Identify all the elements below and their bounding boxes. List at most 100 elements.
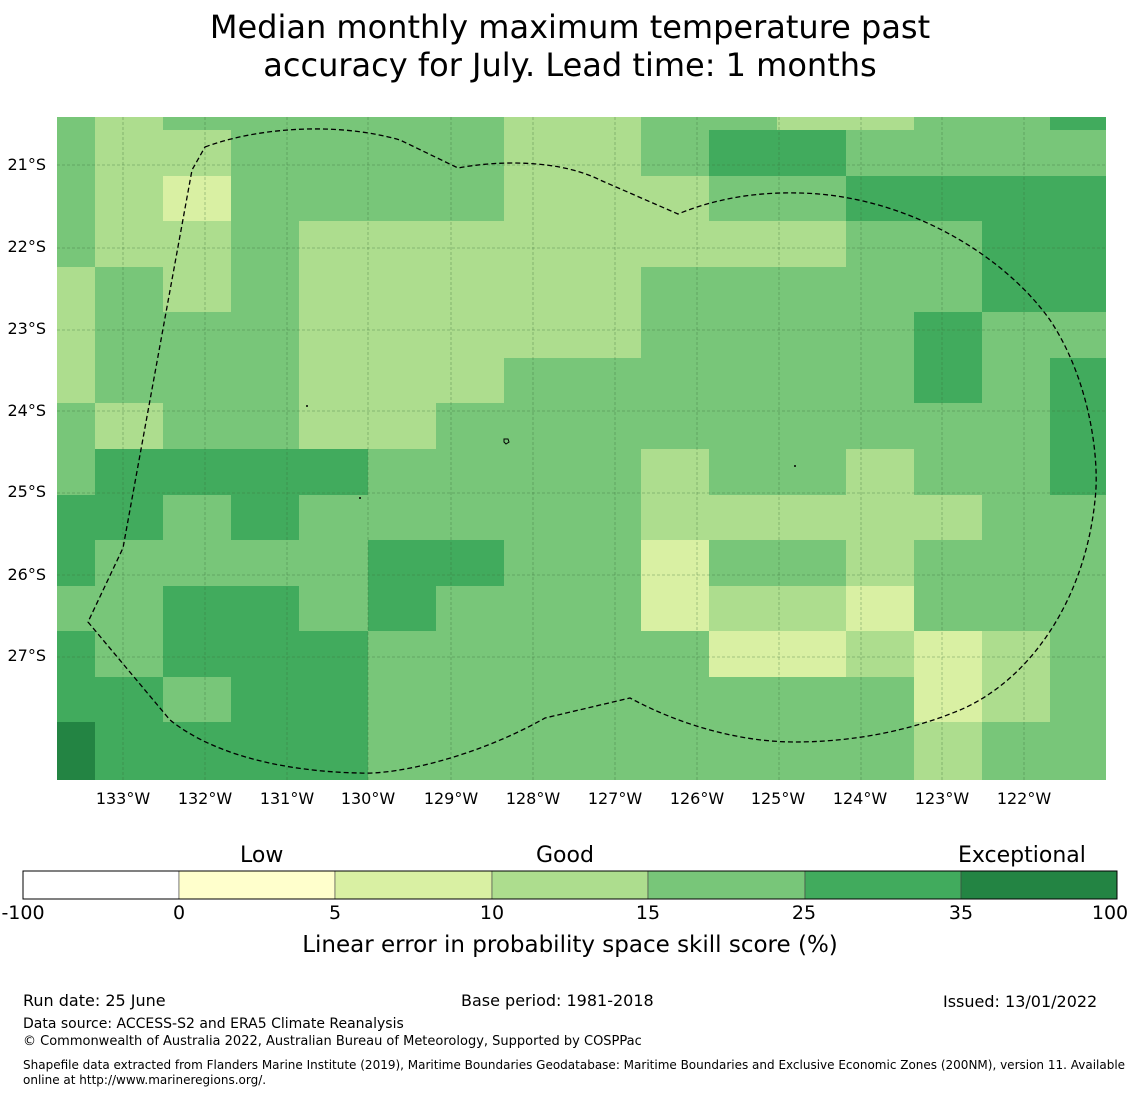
skill-cell	[914, 540, 982, 586]
data-source: Data source: ACCESS-S2 and ERA5 Climate …	[23, 1016, 404, 1032]
skill-cell	[709, 677, 777, 722]
skill-cell	[163, 449, 231, 495]
skill-cell	[368, 267, 436, 312]
colorbar-tick-label: 35	[948, 902, 974, 924]
skill-cell	[914, 221, 982, 267]
lon-tick-label: 133°W	[95, 789, 151, 808]
skill-cell	[57, 449, 95, 495]
skill-cell	[57, 495, 95, 540]
skill-cell	[1050, 117, 1106, 130]
skill-cell	[1050, 495, 1106, 540]
skill-cell	[709, 130, 777, 176]
skill-cell	[299, 312, 368, 358]
skill-cell	[95, 117, 163, 130]
skill-cell	[573, 677, 641, 722]
skill-cell	[368, 449, 436, 495]
lon-tick-label: 129°W	[423, 789, 479, 808]
skill-cell	[573, 176, 641, 221]
skill-cell	[299, 540, 368, 586]
skill-cell	[504, 722, 573, 780]
skill-cell	[1050, 586, 1106, 631]
title-line-1: Median monthly maximum temperature past	[209, 8, 931, 46]
skill-cell	[982, 176, 1050, 221]
skill-cell	[57, 358, 95, 403]
skill-cell	[57, 403, 95, 449]
skill-cell	[299, 176, 368, 221]
skill-cell	[1050, 267, 1106, 312]
skill-cell	[777, 495, 846, 540]
eez-boundary	[87, 128, 1097, 774]
skill-cell	[299, 221, 368, 267]
skill-cell	[368, 176, 436, 221]
skill-cell	[368, 722, 436, 780]
skill-cell	[1050, 631, 1106, 677]
lat-tick-label: 21°S	[7, 155, 46, 174]
lon-tick-label: 128°W	[505, 789, 561, 808]
lat-tick-label: 22°S	[7, 237, 46, 256]
skill-cell	[368, 677, 436, 722]
skill-cell	[914, 631, 982, 677]
skill-cell	[846, 176, 914, 221]
skill-cell	[57, 677, 95, 722]
skill-cell	[368, 403, 436, 449]
skill-cell	[846, 403, 914, 449]
skill-cell	[846, 117, 914, 130]
shapefile-credit-line-2: online at http://www.marineregions.org/.	[23, 1073, 267, 1087]
skill-cell	[573, 403, 641, 449]
skill-cell	[163, 540, 231, 586]
skill-cell	[504, 221, 573, 267]
lat-tick-label: 24°S	[7, 401, 46, 420]
lat-tick-label: 26°S	[7, 565, 46, 584]
skill-cell	[573, 312, 641, 358]
skill-cell	[1050, 312, 1106, 358]
skill-cell	[982, 722, 1050, 780]
skill-cell	[914, 267, 982, 312]
skill-cell	[436, 631, 504, 677]
skill-cell	[914, 130, 982, 176]
skill-cell	[163, 176, 231, 221]
skill-cell	[299, 495, 368, 540]
skill-cell	[709, 449, 777, 495]
skill-cell	[777, 722, 846, 780]
skill-cell	[163, 221, 231, 267]
skill-cell	[163, 130, 231, 176]
island-dot-1	[306, 405, 308, 407]
skill-cell	[982, 117, 1050, 130]
skill-cell	[504, 267, 573, 312]
skill-cell	[299, 631, 368, 677]
skill-cell	[982, 586, 1050, 631]
skill-cell	[57, 130, 95, 176]
skill-cell	[95, 130, 163, 176]
skill-cell	[982, 403, 1050, 449]
skill-cell	[163, 358, 231, 403]
skill-cell	[846, 267, 914, 312]
skill-cell	[231, 117, 299, 130]
skill-cell	[641, 176, 709, 221]
skill-cell	[95, 358, 163, 403]
skill-cell	[641, 403, 709, 449]
skill-cell	[777, 176, 846, 221]
skill-cell	[231, 540, 299, 586]
skill-cell	[299, 130, 368, 176]
run-date: Run date: 25 June	[23, 991, 166, 1010]
skill-cell	[504, 312, 573, 358]
skill-cell	[777, 540, 846, 586]
skill-cell	[504, 130, 573, 176]
skill-cell	[231, 221, 299, 267]
skill-cell	[709, 586, 777, 631]
skill-cell	[709, 267, 777, 312]
skill-cell	[641, 722, 709, 780]
skill-cell	[95, 267, 163, 312]
skill-cell	[504, 677, 573, 722]
skill-cell	[641, 267, 709, 312]
skill-cell	[777, 677, 846, 722]
lat-tick-label: 27°S	[7, 646, 46, 665]
skill-cell	[95, 540, 163, 586]
skill-cell	[504, 495, 573, 540]
skill-cell	[299, 677, 368, 722]
lat-tick-label: 23°S	[7, 319, 46, 338]
lon-tick-label: 124°W	[832, 789, 888, 808]
skill-cell	[914, 312, 982, 358]
colorbar-segment	[178, 870, 336, 900]
